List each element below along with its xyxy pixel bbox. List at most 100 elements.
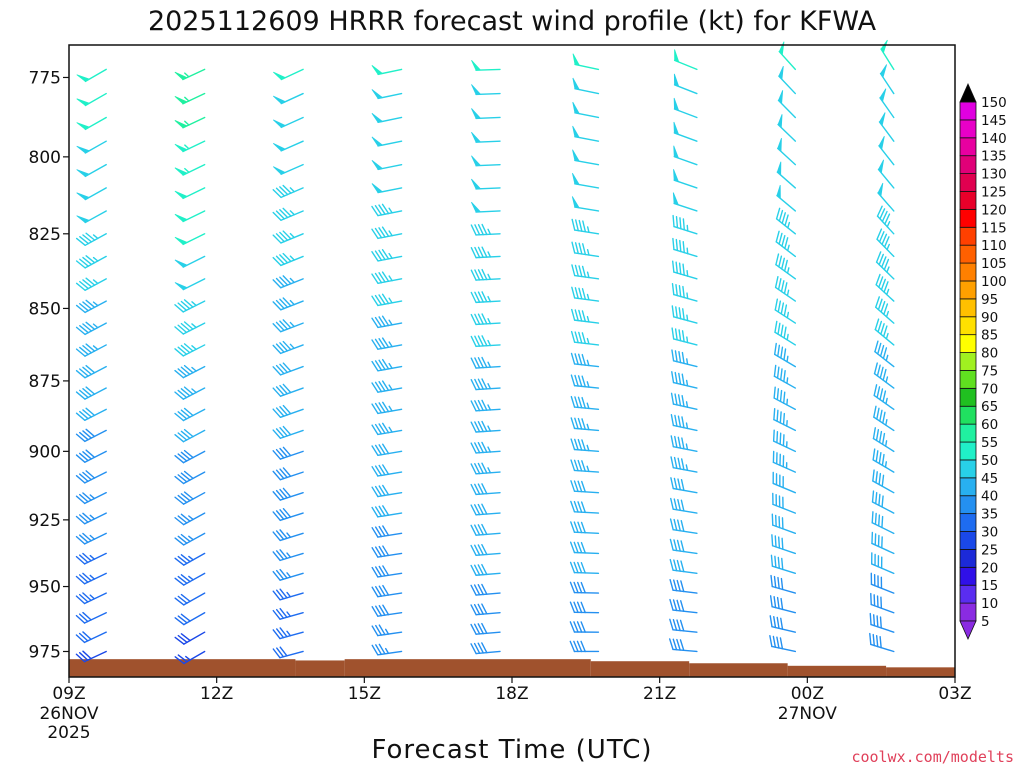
wind-barb (272, 487, 304, 501)
wind-barb (670, 414, 698, 432)
wind-barb (371, 380, 403, 393)
colorbar-swatch (959, 262, 977, 282)
wind-barb (76, 68, 107, 83)
wind-barb (775, 253, 797, 280)
wind-barb (569, 541, 600, 555)
wind-barb (672, 237, 698, 258)
wind-barb (869, 612, 895, 633)
wind-barb (75, 428, 107, 443)
colorbar-swatch (959, 155, 977, 174)
wind-barb (272, 425, 304, 439)
colorbar-swatch (959, 101, 977, 121)
colorbar-label: 5 (981, 614, 990, 630)
wind-barb (75, 611, 107, 624)
y-tick-label: 950 (29, 578, 61, 598)
wind-barb (174, 92, 206, 105)
colorbar-label: 135 (981, 149, 1007, 165)
colorbar-label: 30 (981, 525, 998, 541)
wind-barb (174, 650, 206, 665)
wind-barb (871, 531, 895, 555)
wind-barb (874, 318, 895, 346)
colorbar-label: 75 (981, 363, 998, 379)
colorbar-swatch (959, 477, 977, 497)
colorbar-label: 65 (981, 399, 998, 415)
wind-barb (75, 532, 107, 545)
wind-barb (272, 297, 304, 311)
colorbar-label: 55 (981, 435, 998, 451)
wind-barb (174, 68, 206, 81)
wind-barb (471, 155, 501, 167)
wind-barb (670, 435, 698, 453)
wind-barb (272, 404, 304, 419)
wind-barb (673, 121, 698, 142)
colorbar-swatch (959, 280, 977, 300)
wind-barb (174, 299, 206, 313)
wind-barb (371, 226, 403, 240)
terrain-segment (886, 667, 955, 677)
wind-barb (371, 422, 403, 436)
wind-barb (371, 464, 403, 477)
wind-barb (876, 228, 895, 258)
wind-barb (76, 210, 107, 224)
wind-barb (76, 163, 107, 178)
wind-barb (670, 477, 698, 494)
colorbar-label: 95 (981, 292, 998, 308)
wind-barb (772, 450, 797, 473)
wind-barb (174, 512, 206, 526)
colorbar-label: 10 (981, 596, 998, 612)
colorbar-label: 35 (981, 507, 998, 523)
wind-barb (371, 337, 403, 350)
wind-barb (773, 342, 797, 368)
colorbar-swatch (959, 352, 977, 371)
wind-barb (76, 92, 107, 107)
wind-barb (877, 182, 895, 212)
colorbar-swatch (959, 191, 977, 210)
y-tick-label: 900 (29, 442, 61, 462)
colorbar-label: 130 (981, 167, 1007, 183)
colorbar-swatch (959, 244, 977, 264)
wind-barb (570, 480, 600, 494)
colorbar-label: 80 (981, 346, 998, 362)
wind-barb (570, 438, 600, 453)
wind-barb (75, 491, 107, 505)
wind-barb (870, 572, 895, 594)
wind-barb (572, 125, 600, 142)
x-tick-date: 27NOV (778, 704, 837, 724)
colorbar-label: 100 (981, 274, 1007, 290)
wind-barb (75, 321, 107, 336)
wind-barb (272, 275, 304, 289)
terrain-segment (689, 663, 788, 677)
colorbar-swatch (959, 495, 977, 515)
wind-barb (174, 364, 206, 379)
wind-barb (174, 428, 206, 443)
wind-barb (272, 568, 304, 581)
wind-barb (371, 183, 403, 194)
wind-barb (75, 407, 107, 422)
wind-barb (669, 598, 698, 614)
wind-barb (872, 469, 895, 494)
wind-barb (470, 583, 501, 596)
colorbar-swatch (959, 208, 977, 228)
wind-barb (273, 68, 304, 81)
wind-barb (870, 592, 895, 614)
wind-barb (672, 214, 698, 235)
wind-barb (272, 383, 304, 397)
wind-barb (174, 491, 206, 505)
wind-barb (174, 140, 206, 153)
wind-barb (572, 172, 600, 189)
wind-barb (75, 592, 107, 605)
colorbar-swatch (959, 119, 977, 139)
wind-barb (470, 356, 501, 369)
wind-barb (75, 255, 107, 269)
wind-barb (875, 273, 895, 302)
colorbar-label: 90 (981, 310, 998, 326)
wind-barb (572, 149, 600, 166)
x-tick-label: 18Z (495, 684, 528, 704)
colorbar-swatch (959, 584, 977, 604)
wind-barb (272, 163, 304, 175)
wind-barb (572, 101, 600, 119)
wind-barb (272, 116, 304, 129)
wind-barb (470, 462, 501, 475)
y-axis: 775 800 825 850 875 900 925 950 975 (29, 68, 69, 662)
